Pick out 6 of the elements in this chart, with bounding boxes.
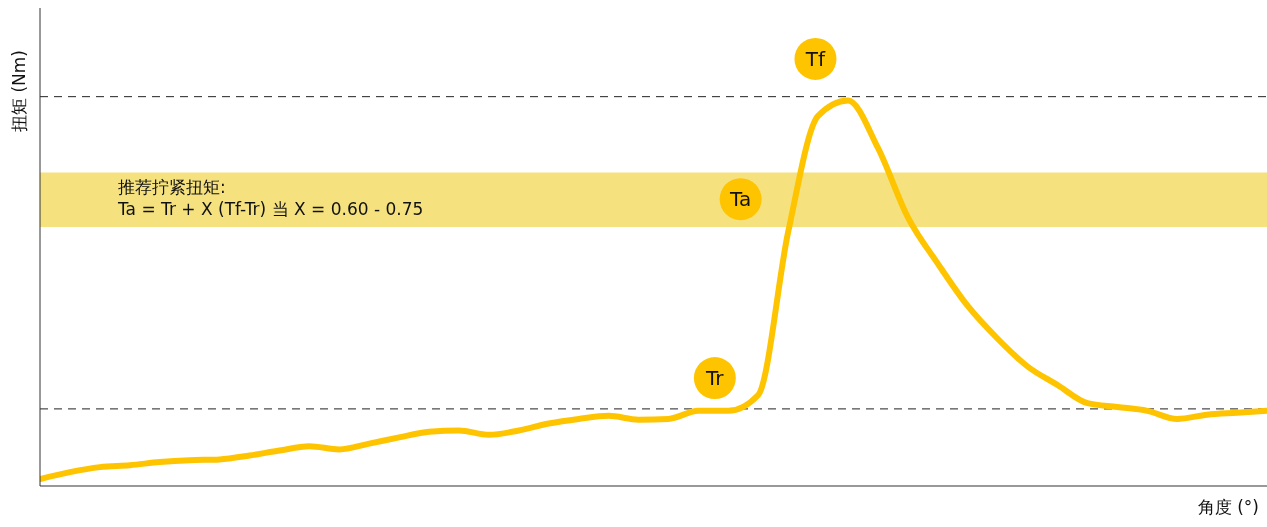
y-axis-title: 扭矩 (Nm) — [8, 50, 30, 132]
x-axis-title: 角度 (°) — [1197, 496, 1259, 519]
annotation: Tr — [705, 366, 725, 391]
text: Tf — [804, 46, 827, 71]
annotation: Ta — [729, 187, 752, 212]
band-label: 推荐拧紧扭矩: Ta = Tr + X (Tf-Tr) 当 X = 0.60 - 0.75 — [117, 176, 424, 219]
